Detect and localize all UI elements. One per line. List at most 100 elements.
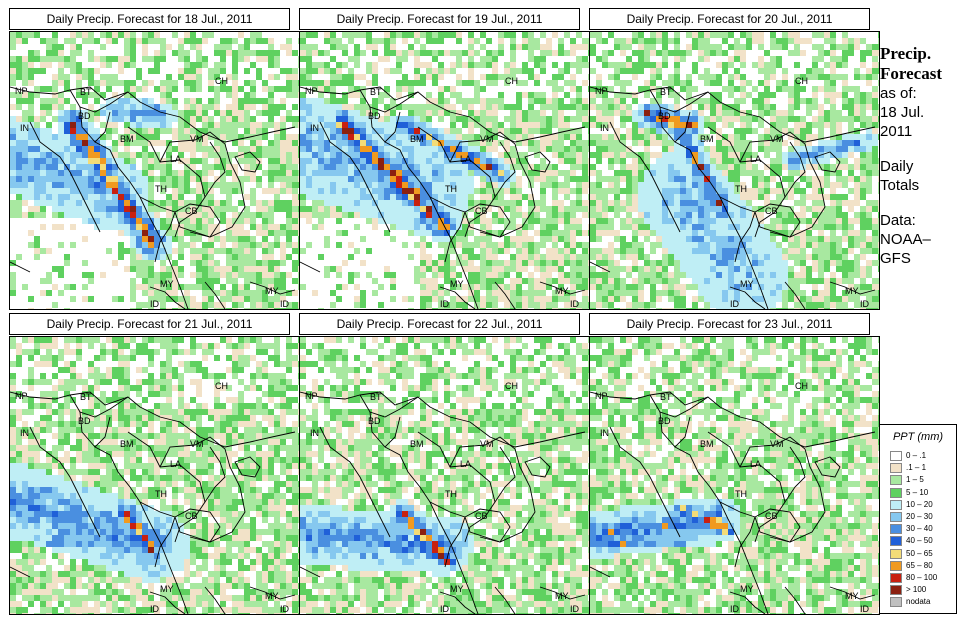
country-border: [739, 131, 826, 238]
legend-swatch: [890, 475, 902, 486]
country-border: [829, 281, 876, 295]
country-border: [539, 586, 586, 600]
legend-item: 10 – 20: [890, 499, 954, 511]
region-label-id2: ID: [280, 604, 289, 614]
data-label: Data:: [880, 212, 916, 229]
region-label-id: ID: [150, 299, 159, 309]
daily-label: Daily: [880, 158, 914, 175]
region-label-my: MY: [740, 279, 754, 289]
precip-raster: [10, 32, 299, 309]
region-label-id2: ID: [570, 604, 579, 614]
forecast-info: Precip. Forecast as of: 18 Jul. 2011 Dai…: [880, 44, 965, 268]
country-border: [139, 501, 176, 568]
country-border: [494, 446, 516, 503]
country-border: [300, 566, 321, 578]
region-label-cb: CB: [765, 511, 778, 521]
region-label-np: NP: [595, 86, 608, 96]
region-label-np: NP: [15, 86, 28, 96]
country-border: [464, 203, 511, 238]
country-border: [590, 86, 876, 143]
country-border: [319, 121, 391, 233]
precip-raster: [300, 337, 589, 614]
side-title-line2: Forecast: [880, 64, 942, 83]
region-label-bt: BT: [660, 392, 672, 402]
region-label-th: TH: [735, 184, 747, 194]
precip-map: CH NP BT BD IN BM VM LA TH CB MY MY ID ID: [299, 336, 590, 615]
forecast-panel-3: Daily Precip. Forecast for 20 Jul., 2011…: [589, 8, 880, 310]
region-label-in: IN: [310, 123, 319, 133]
precip-map: CH NP BT BD IN BM VM LA TH CB MY MY ID ID: [9, 336, 300, 615]
country-border: [729, 591, 766, 614]
precip-raster: [590, 32, 879, 309]
country-border: [174, 508, 221, 543]
country-border: [707, 126, 786, 238]
legend-item: 80 – 100: [890, 573, 954, 584]
panel-title: Daily Precip. Forecast for 22 Jul., 2011: [299, 313, 580, 335]
country-border: [149, 591, 186, 614]
country-border: [814, 456, 841, 478]
country-border: [707, 431, 786, 543]
legend-item: 65 – 80: [890, 560, 954, 572]
country-border: [494, 141, 516, 198]
country-border: [384, 446, 479, 614]
region-label-my: MY: [160, 279, 174, 289]
country-border: [29, 121, 101, 233]
asof-label: as of:: [880, 85, 917, 102]
legend-label: 50 – 65: [906, 548, 933, 558]
region-label-my: MY: [740, 584, 754, 594]
country-border: [719, 501, 756, 568]
country-border: [10, 261, 31, 273]
legend-label: 10 – 20: [906, 499, 933, 509]
region-label-in: IN: [600, 428, 609, 438]
country-border: [359, 89, 419, 113]
legend-swatch: [890, 487, 902, 498]
region-label-bt: BT: [80, 87, 92, 97]
region-label-bt: BT: [370, 87, 382, 97]
panel-title: Daily Precip. Forecast for 23 Jul., 2011: [589, 313, 870, 335]
legend-item: 30 – 40: [890, 524, 954, 535]
region-label-np: NP: [595, 391, 608, 401]
region-label-ch: CH: [215, 76, 228, 86]
country-border: [524, 151, 551, 173]
region-label-id: ID: [730, 299, 739, 309]
country-border: [439, 286, 476, 309]
region-label-id: ID: [440, 299, 449, 309]
region-label-th: TH: [735, 489, 747, 499]
region-label-bd: BD: [78, 111, 91, 121]
region-label-la: LA: [460, 154, 472, 164]
country-border: [249, 281, 296, 295]
country-border: [300, 261, 321, 273]
legend-swatch: [890, 573, 902, 583]
region-label-cb: CB: [185, 511, 198, 521]
region-label-my: MY: [160, 584, 174, 594]
region-label-bm: BM: [700, 439, 714, 449]
panel-title: Daily Precip. Forecast for 18 Jul., 2011: [9, 8, 290, 30]
legend-swatch: [890, 536, 902, 547]
region-label-bd: BD: [658, 111, 671, 121]
country-border: [674, 141, 769, 309]
forecast-panel-1: Daily Precip. Forecast for 18 Jul., 2011…: [9, 8, 300, 310]
legend-item: > 100: [890, 585, 954, 596]
country-border: [94, 141, 189, 309]
legend-label: .1 – 1: [906, 463, 927, 473]
country-border: [464, 508, 511, 543]
legend-label: > 100: [906, 585, 927, 595]
country-border: [139, 196, 176, 263]
legend-label: 80 – 100: [906, 573, 938, 582]
region-label-bd: BD: [658, 416, 671, 426]
country-border: [29, 426, 101, 538]
country-border: [204, 281, 226, 309]
precip-map: CH NP BT BD IN BM VM LA TH CB MY MY ID ID: [589, 336, 880, 615]
country-border: [159, 131, 246, 238]
legend-item: nodata: [890, 597, 954, 608]
region-label-np: NP: [15, 391, 28, 401]
legend-swatch: [890, 585, 902, 596]
forecast-panel-5: Daily Precip. Forecast for 22 Jul., 2011…: [299, 313, 590, 615]
country-border: [319, 426, 391, 538]
region-label-vm: VM: [770, 134, 784, 144]
region-label-ch: CH: [795, 76, 808, 86]
totals-label: Totals: [880, 177, 920, 194]
precip-map: CH NP BT BD IN BM VM LA TH CB MY MY ID ID: [589, 31, 880, 310]
region-label-th: TH: [445, 489, 457, 499]
legend-item: 40 – 50: [890, 536, 954, 547]
